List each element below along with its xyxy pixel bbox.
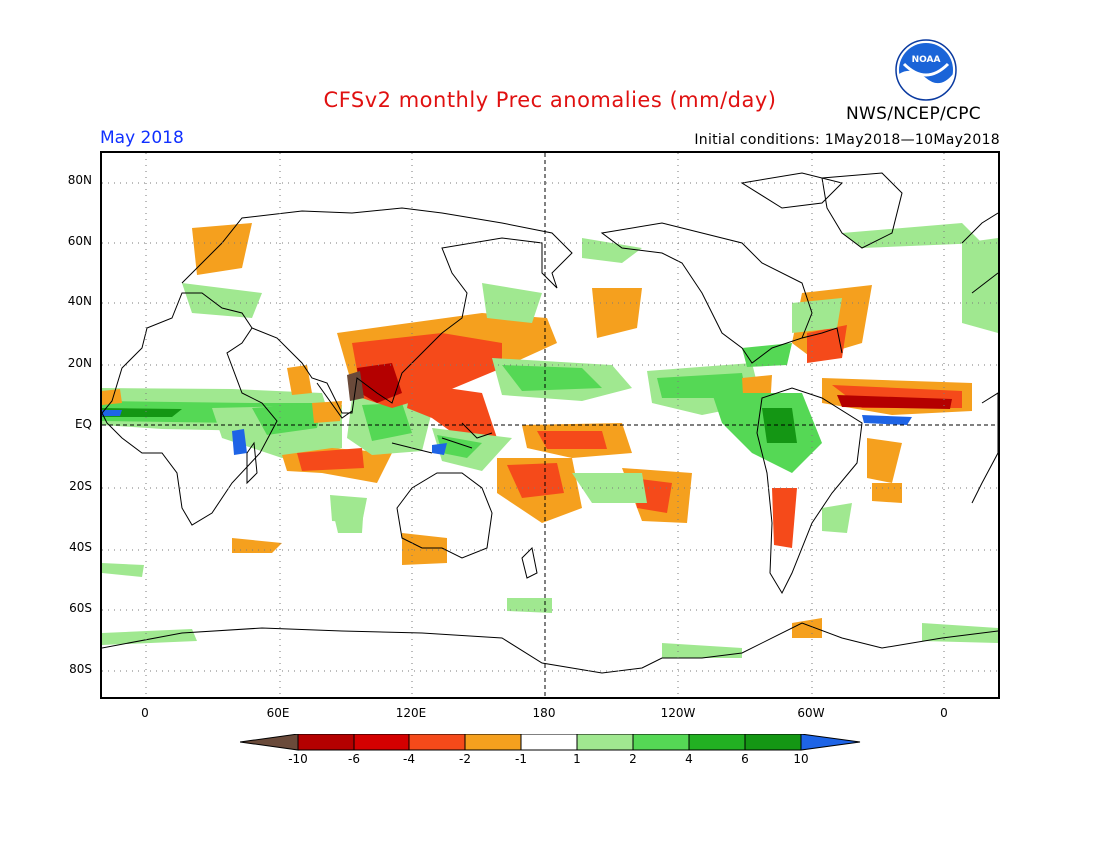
lon-label: 180: [532, 706, 556, 720]
lon-label: 0: [940, 706, 948, 720]
logo-text: NOAA: [912, 55, 941, 65]
colorbar-segment: [353, 733, 410, 751]
lat-label: EQ: [74, 417, 92, 431]
noaa-logo-icon: NOAA: [894, 38, 958, 106]
lat-label: 20S: [69, 479, 92, 493]
graticule: [102, 153, 998, 697]
anomaly-map: [100, 151, 1000, 699]
initial-conditions-label: Initial conditions: 1May2018—10May2018: [694, 132, 1000, 148]
colorbar-label: -1: [515, 752, 527, 766]
colorbar: [239, 733, 862, 756]
colorbar-segment: [688, 733, 746, 751]
colorbar-label: 10: [793, 752, 809, 766]
colorbar-segment: [297, 733, 355, 751]
colorbar-segment: [239, 733, 299, 751]
colorbar-label: 4: [685, 752, 693, 766]
map-title: CFSv2 monthly Prec anomalies (mm/day): [323, 88, 777, 112]
colorbar-label: -6: [348, 752, 360, 766]
lat-label: 60S: [69, 601, 92, 615]
lon-label: 0: [141, 706, 149, 720]
colorbar-segment: [464, 733, 522, 751]
forecast-month: May 2018: [100, 128, 184, 148]
colorbar-segment: [744, 733, 802, 751]
colorbar-segment: [408, 733, 466, 751]
lat-label: 40N: [67, 294, 92, 308]
lon-label: 60W: [797, 706, 825, 720]
anomaly-field: [102, 223, 998, 658]
colorbar-label: -10: [288, 752, 308, 766]
colorbar-segment: [800, 733, 861, 751]
lon-label: 120E: [395, 706, 427, 720]
colorbar-label: 6: [741, 752, 749, 766]
lat-label: 80N: [67, 173, 92, 187]
lat-label: 40S: [69, 540, 92, 554]
colorbar-label: 2: [629, 752, 637, 766]
colorbar-segment: [632, 733, 690, 751]
colorbar-segment: [576, 733, 634, 751]
colorbar-label: 1: [573, 752, 581, 766]
agency-label: NWS/NCEP/CPC: [846, 104, 981, 124]
colorbar-segment: [520, 733, 578, 751]
lon-label: 120W: [660, 706, 696, 720]
lon-label: 60E: [266, 706, 290, 720]
colorbar-label: -4: [403, 752, 415, 766]
lat-label: 60N: [67, 234, 92, 248]
colorbar-label: -2: [459, 752, 471, 766]
lat-label: 80S: [69, 662, 92, 676]
lat-label: 20N: [67, 356, 92, 370]
